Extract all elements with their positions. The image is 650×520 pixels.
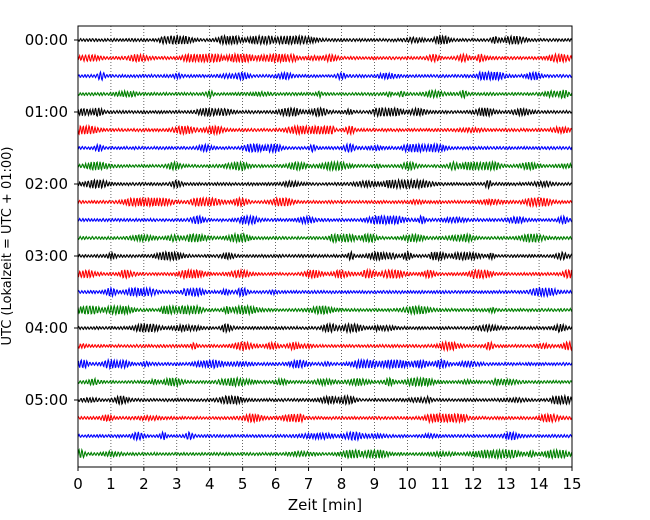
x-tick-label: 8: [337, 475, 347, 493]
seismogram-trace: [77, 195, 573, 209]
seismogram-trace: [77, 321, 573, 335]
seismogram-trace: [77, 447, 573, 461]
y-tick-label: 03:00: [25, 247, 68, 265]
x-tick-label: 1: [106, 475, 116, 493]
x-tick-label: 7: [304, 475, 314, 493]
x-tick-label: 0: [73, 475, 83, 493]
y-tick-label: 00:00: [25, 31, 68, 49]
seismogram-trace: [77, 106, 573, 119]
x-tick-label: 11: [431, 475, 450, 493]
seismogram-trace: [77, 393, 573, 407]
x-tick-label: 2: [139, 475, 149, 493]
seismogram-trace: [77, 33, 573, 47]
seismogram-trace: [77, 430, 573, 442]
seismogram-trace: [77, 213, 573, 227]
seismogram-trace: [77, 141, 573, 155]
x-axis-label: Zeit [min]: [288, 496, 362, 514]
trace-group: [77, 33, 573, 461]
seismogram-trace: [77, 69, 573, 82]
seismogram-trace: [77, 285, 573, 299]
seismogram-trace: [77, 231, 573, 245]
seismogram-trace: [77, 411, 573, 425]
y-tick-label: 05:00: [25, 391, 68, 409]
x-tick-label: 13: [497, 475, 516, 493]
y-tick-label: 01:00: [25, 103, 68, 121]
seismogram-trace: [77, 159, 573, 173]
seismogram-trace: [77, 339, 573, 353]
seismogram-trace: [77, 357, 573, 371]
x-tick-label: 14: [530, 475, 549, 493]
seismogram-trace: [77, 249, 573, 263]
seismogram-trace: [77, 303, 573, 317]
y-axis: 00:00 01:00 02:00 03:00 04:00 05:00: [25, 31, 78, 409]
seismogram-trace: [77, 375, 573, 389]
x-tick-label: 4: [205, 475, 215, 493]
seismogram-trace: [77, 267, 573, 281]
y-tick-label: 04:00: [25, 319, 68, 337]
y-axis-label: UTC (Lokalzeit = UTC + 01:00): [0, 147, 15, 346]
x-tick-label: 5: [238, 475, 248, 493]
seismogram-trace: [77, 177, 573, 191]
plot-frame: [77, 25, 573, 468]
x-tick-label: 9: [370, 475, 380, 493]
x-tick-label: 3: [172, 475, 182, 493]
seismogram-trace: [77, 123, 573, 137]
x-tick-label: 6: [271, 475, 281, 493]
x-tick-label: 15: [562, 475, 581, 493]
y-tick-label: 02:00: [25, 175, 68, 193]
x-tick-label: 12: [464, 475, 483, 493]
x-axis: 0 1 2 3 4 5 6 7 8 9 10 11 12 13 14 15: [73, 467, 582, 493]
seismogram-trace: [77, 51, 573, 65]
x-tick-label: 10: [398, 475, 417, 493]
seismogram-trace: [77, 88, 573, 100]
